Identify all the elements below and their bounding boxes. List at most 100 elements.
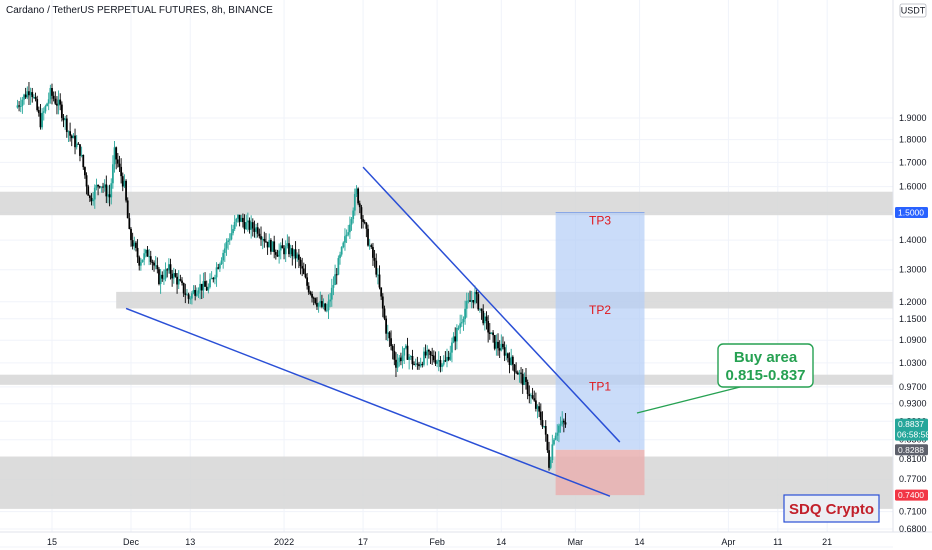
candle: [376, 268, 379, 285]
candle: [442, 355, 445, 367]
candle-body: [483, 316, 486, 324]
candle: [24, 87, 27, 99]
time-axis[interactable]: 15 Dec 13 2022 17 Feb 14 Mar 14 Apr 11 21: [47, 537, 832, 547]
candle: [199, 274, 202, 300]
candle-body: [136, 247, 139, 258]
candle-body: [413, 364, 415, 366]
candle: [190, 291, 193, 305]
candle-body: [553, 439, 555, 445]
candle: [419, 357, 422, 368]
candle-body: [345, 234, 348, 237]
candle-body: [334, 274, 336, 286]
candle: [268, 233, 271, 248]
candle: [493, 334, 496, 351]
candle-body: [534, 400, 537, 409]
candle: [344, 228, 346, 251]
y-tick-label: 1.0300: [899, 358, 927, 368]
candle-body: [177, 279, 180, 285]
candle: [256, 222, 259, 238]
candle: [299, 256, 302, 275]
position-profit-area[interactable]: [555, 212, 645, 450]
candle: [339, 251, 341, 265]
y-tick-label: 0.6800: [899, 524, 927, 534]
price-tag-value: 1.5000: [898, 208, 924, 218]
candle-body: [515, 371, 518, 373]
candle: [319, 291, 322, 308]
price-tag-value: 0.7400: [898, 490, 924, 500]
currency-badge[interactable]: USDT: [899, 3, 927, 18]
candle: [204, 272, 206, 287]
candle: [404, 343, 407, 350]
trendline-lower[interactable]: [125, 307, 611, 497]
candle: [474, 285, 476, 305]
candle-body: [82, 154, 85, 168]
candle-body: [409, 356, 412, 358]
long-position-tool[interactable]: [555, 212, 645, 496]
candle: [103, 179, 106, 192]
candle-body: [278, 250, 281, 257]
candle: [37, 106, 40, 117]
candle: [556, 424, 559, 442]
candle-body: [432, 355, 435, 361]
candle-body: [121, 176, 124, 187]
candle-body: [436, 361, 439, 364]
candle-body: [322, 303, 325, 307]
candle: [518, 369, 521, 383]
candle: [192, 285, 195, 295]
candle-body: [16, 105, 19, 108]
candle-body: [562, 420, 565, 423]
candle: [534, 392, 537, 412]
candle: [304, 264, 307, 279]
candle: [32, 94, 35, 99]
candle-body: [472, 300, 475, 303]
candle: [345, 229, 348, 244]
candle: [441, 363, 443, 372]
candle: [49, 84, 52, 104]
candle: [111, 155, 114, 189]
candle-body: [102, 186, 104, 188]
candle: [269, 238, 272, 255]
position-loss-area[interactable]: [555, 449, 645, 496]
candle-body: [337, 258, 340, 275]
candle: [329, 293, 332, 308]
candle-body: [195, 293, 198, 296]
candle-body: [426, 349, 429, 356]
candle-body: [250, 222, 253, 230]
candle-body: [393, 350, 396, 360]
candle: [541, 411, 544, 429]
candle: [413, 361, 415, 366]
candle: [469, 290, 471, 302]
candle: [327, 294, 330, 320]
x-tick-label: 17: [358, 537, 368, 547]
candle-body: [493, 335, 496, 349]
callout-box: [717, 343, 814, 388]
candle: [401, 346, 404, 369]
candle-body: [490, 332, 493, 334]
candle-body: [506, 353, 509, 359]
price-tag-countdown: 06:58:58: [897, 430, 930, 440]
candle-body: [561, 420, 564, 425]
candle: [44, 104, 47, 114]
price-tag-entry: 0.8288: [895, 444, 928, 456]
candle-body: [475, 291, 478, 295]
candle-body: [41, 112, 44, 128]
candle-body: [327, 301, 330, 311]
candle-body: [228, 239, 231, 241]
candle-body: [184, 293, 187, 295]
price-axis[interactable]: 0.68000.71000.74000.77000.81000.85000.89…: [899, 113, 927, 534]
candle-body: [434, 360, 437, 364]
candle-body: [283, 248, 285, 255]
trendline-upper[interactable]: [362, 166, 621, 443]
candle: [245, 214, 248, 231]
candle-body: [358, 203, 361, 208]
candle-body: [253, 228, 256, 232]
candle: [544, 420, 547, 442]
candle-body: [467, 300, 470, 302]
y-tick-label: 1.2000: [899, 297, 927, 307]
candle-body: [516, 372, 519, 375]
candle-body: [248, 220, 251, 230]
candle: [202, 272, 205, 299]
trendlines[interactable]: [125, 166, 621, 497]
